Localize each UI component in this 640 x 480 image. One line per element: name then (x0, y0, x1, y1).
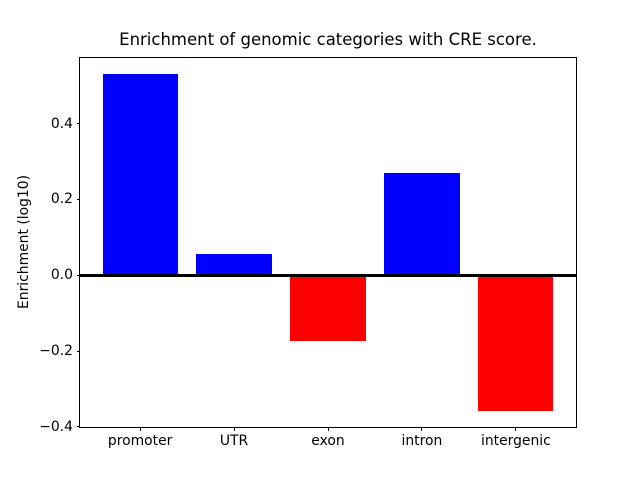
x-tick-mark (327, 427, 329, 431)
x-tick-mark (139, 427, 141, 431)
y-tick-label: −0.2 (39, 343, 73, 359)
bar-intergenic (478, 275, 554, 411)
bar-exon (290, 275, 366, 342)
x-tick-label: exon (311, 433, 345, 450)
y-axis-label: Enrichment (log10) (16, 174, 32, 310)
x-tick-mark (421, 427, 423, 431)
x-tick-label: UTR (219, 433, 249, 450)
y-tick-mark (76, 123, 80, 125)
y-tick-label: 0.0 (50, 267, 73, 284)
x-tick-label: intergenic (480, 433, 551, 450)
x-tick-label: promoter (107, 433, 173, 450)
y-tick-label: −0.4 (39, 418, 73, 435)
x-tick-label: intron (401, 433, 443, 450)
bar-UTR (196, 253, 272, 276)
y-tick-label: 0.2 (50, 191, 73, 208)
y-tick-mark (76, 274, 80, 276)
x-tick-mark (515, 427, 517, 431)
bar-intron (384, 173, 460, 276)
zero-line (80, 273, 576, 277)
y-tick-mark (76, 198, 80, 200)
x-tick-mark (233, 427, 235, 431)
y-tick-mark (76, 426, 80, 428)
bar-promoter (102, 73, 178, 276)
y-tick-label: 0.4 (50, 115, 73, 132)
chart-title: Enrichment of genomic categories with CR… (119, 30, 537, 49)
y-tick-mark (76, 350, 80, 352)
